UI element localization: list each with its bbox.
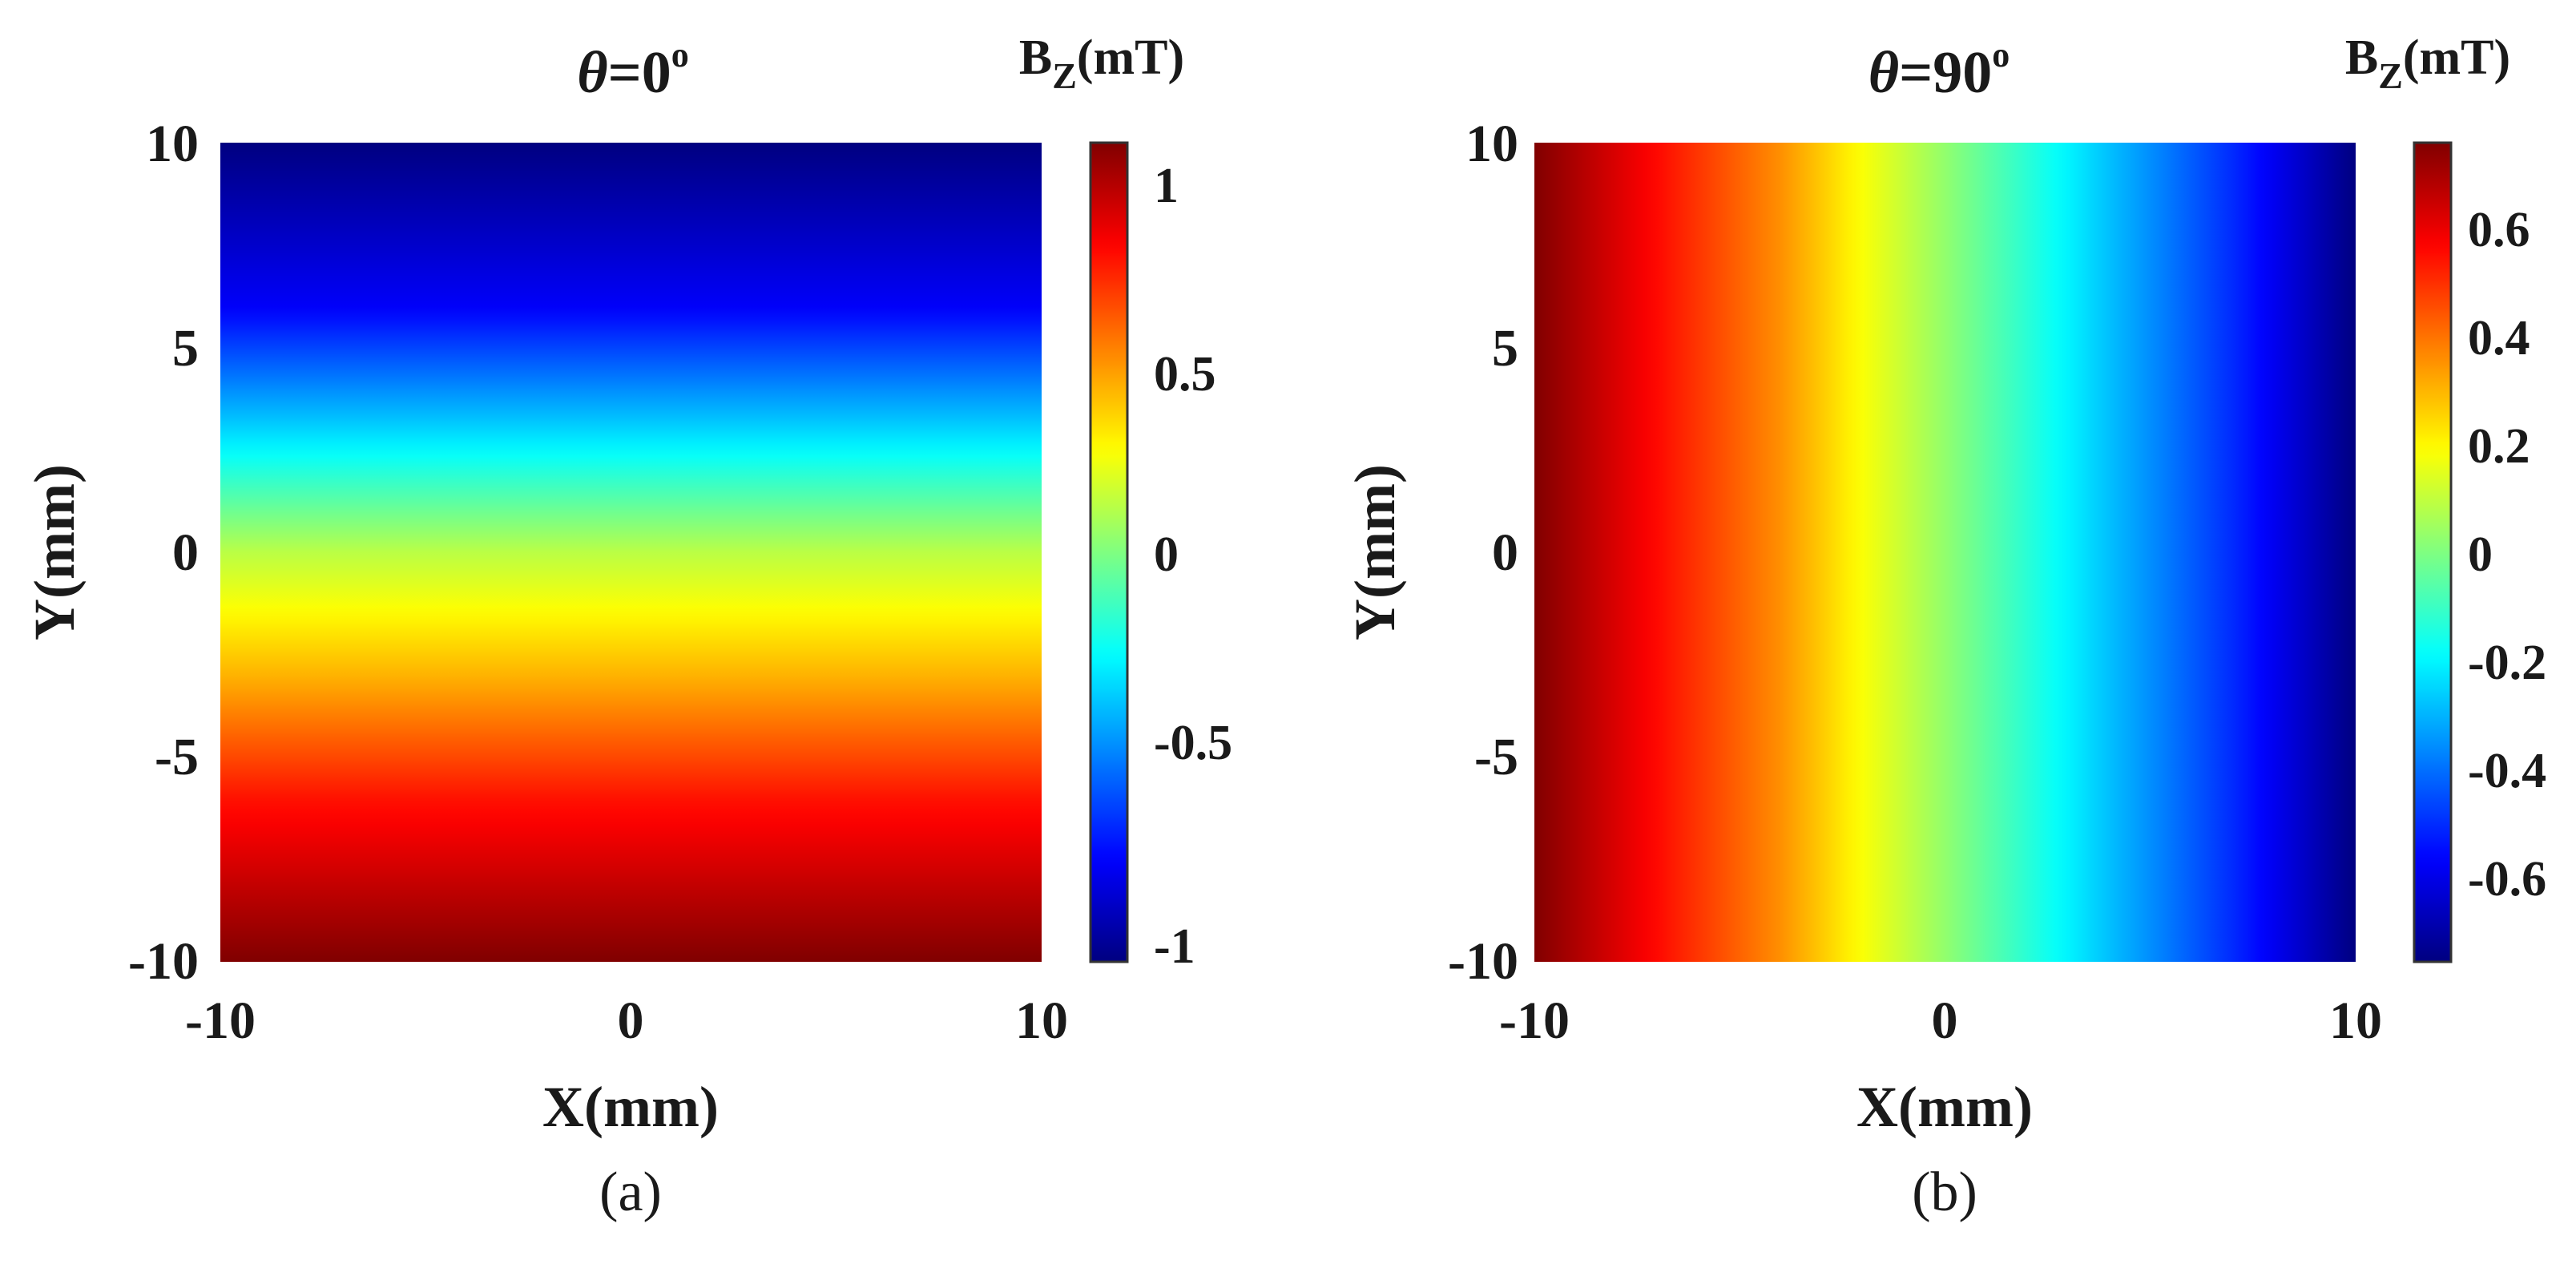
panel-b-x-axis-label: X(mm) [1856, 1075, 2033, 1139]
panel-b-colorbar [2413, 141, 2453, 963]
panel-a-caption: (a) [599, 1161, 662, 1223]
panel-b-colorbar-tick-label: 0 [2468, 527, 2493, 582]
panel-b-x-tick-label: 10 [2329, 991, 2382, 1050]
panel-a-colorbar-tick-label: 1 [1154, 159, 1179, 213]
panel-b-colorbar-tick-label: -0.6 [2468, 852, 2546, 907]
panel-b-y-tick-label: -5 [1474, 728, 1518, 786]
panel-b-y-ticks: 10 5 0 -5 -10 [1448, 115, 1518, 991]
panel-a-colorbar-tick-label: -1 [1154, 919, 1195, 974]
panel-b-y-tick-label: 0 [1492, 523, 1518, 582]
panel-b-colorbar-tick-label: 0.4 [2468, 311, 2530, 365]
panel-b-title: θ=90o [1869, 35, 2010, 106]
panel-a-colorbar-tick-label: 0 [1154, 527, 1179, 582]
panel-a-x-axis-label: X(mm) [542, 1075, 719, 1139]
panel-a-x-tick-label: -10 [185, 991, 256, 1050]
panel-b-y-axis-label: Y(mm) [1343, 464, 1407, 640]
panel-b-colorbar-label: BZ(mT) [2345, 30, 2510, 96]
panel-b-colorbar-ticks: 0.6 0.4 0.2 0 -0.2 -0.4 -0.6 [2468, 203, 2546, 907]
panel-b-caption: (b) [1912, 1161, 1977, 1223]
panel-b-x-tick-label: -10 [1499, 991, 1570, 1050]
panel-b-y-tick-label: -10 [1448, 932, 1518, 991]
panel-a-title: θ=0o [577, 35, 689, 106]
panel-a-colorbar-tick-label: 0.5 [1154, 347, 1216, 402]
panel-a-y-ticks: 10 5 0 -5 -10 [128, 115, 199, 991]
panel-a-heatmap [220, 143, 1042, 962]
panel-b-colorbar-tick-label: -0.2 [2468, 636, 2546, 690]
panel-a-colorbar-tick-label: -0.5 [1154, 716, 1232, 770]
panel-b-x-tick-label: 0 [1932, 991, 1958, 1050]
panel-a-y-tick-label: 10 [146, 115, 199, 173]
panel-a-y-tick-label: -10 [128, 932, 199, 991]
panel-a-x-tick-label: 0 [618, 991, 644, 1050]
panel-b-y-tick-label: 10 [1465, 115, 1518, 173]
panel-b-colorbar-tick-label: -0.4 [2468, 744, 2546, 798]
panel-a-colorbar-label: BZ(mT) [1019, 30, 1184, 96]
panel-b-y-tick-label: 5 [1492, 319, 1518, 378]
panel-b-colorbar-tick-label: 0.2 [2468, 419, 2530, 474]
panel-b-x-ticks: -10 0 10 [1499, 991, 2382, 1050]
panel-a-x-tick-label: 10 [1015, 991, 1068, 1050]
panel-a-y-tick-label: 0 [172, 523, 199, 582]
panel-a: θ=0o 10 5 0 -5 -10 -10 0 10 X(mm) Y(mm) … [22, 30, 1232, 1223]
panel-b-heatmap [1534, 143, 2356, 962]
panel-a-y-tick-label: 5 [172, 319, 199, 378]
panel-a-colorbar [1089, 141, 1129, 963]
panel-a-colorbar-ticks: 1 0.5 0 -0.5 -1 [1154, 159, 1232, 974]
panel-a-y-axis-label: Y(mm) [22, 464, 87, 640]
panel-a-y-tick-label: -5 [155, 728, 199, 786]
panel-b: θ=90o 10 5 0 -5 -10 -10 0 10 X(mm) Y(mm)… [1343, 30, 2546, 1223]
panel-b-colorbar-tick-label: 0.6 [2468, 203, 2530, 257]
panel-a-x-ticks: -10 0 10 [185, 991, 1068, 1050]
